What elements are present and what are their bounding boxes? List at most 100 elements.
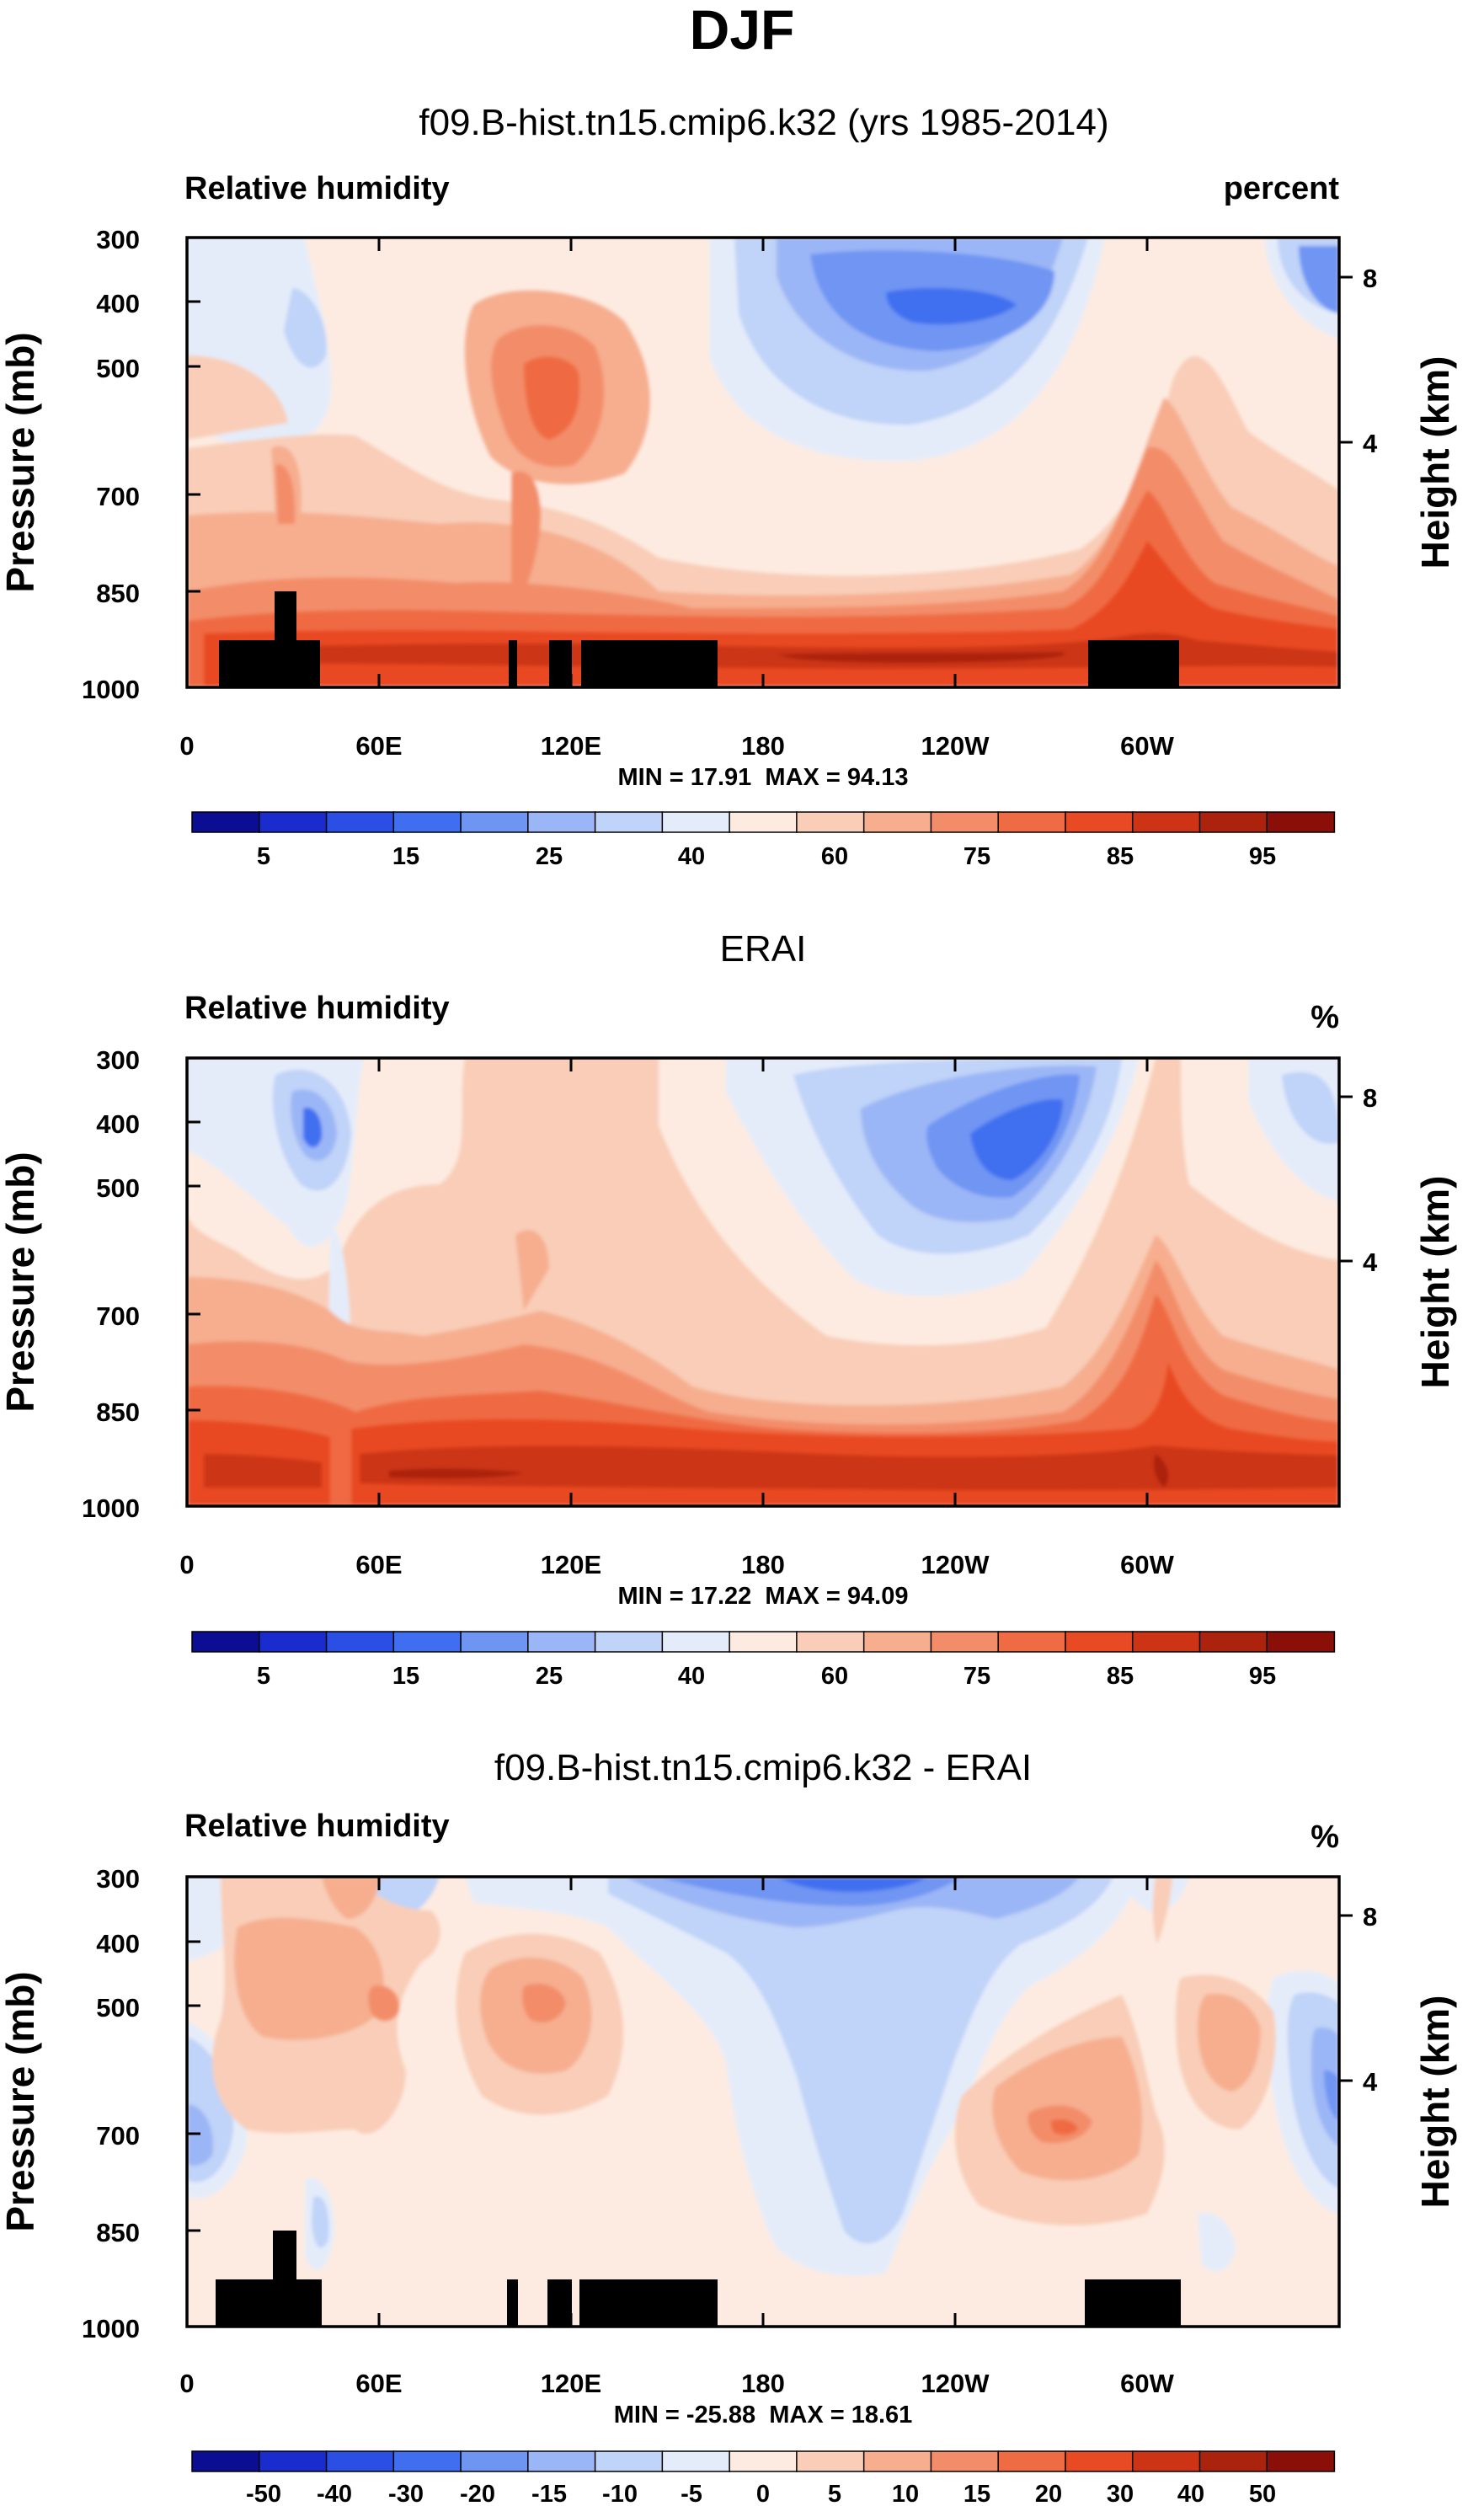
panel-2-plot-area <box>187 1058 1339 1506</box>
colorbar-swatch <box>1065 2450 1134 2472</box>
colorbar-swatch <box>1266 811 1336 833</box>
panel-3-colorbar-label: -5 <box>681 2481 702 2506</box>
panel-2-contour-layer <box>970 1099 1063 1180</box>
panel-3-x-tick-label: 120W <box>921 2369 990 2398</box>
panel-1-y2-tick-label: 8 <box>1363 264 1377 293</box>
colorbar-swatch <box>1198 1631 1268 1653</box>
panel-3-colorbar-label: 50 <box>1249 2481 1276 2506</box>
panel-1-colorbar-label: 5 <box>257 843 270 870</box>
panel-2-y2-tick-label: 8 <box>1363 1083 1377 1113</box>
panel-2-y-tick-label: 850 <box>96 1397 140 1427</box>
panel-3-contour-layer <box>522 1983 566 2023</box>
colorbar-swatch <box>930 811 1000 833</box>
colorbar-swatch <box>930 1631 1000 1653</box>
panel-3-colorbar-label: -15 <box>531 2481 567 2506</box>
colorbar-swatch <box>527 1631 596 1653</box>
panel-1-min-max-stats: MIN = 17.91 MAX = 94.13 <box>618 764 909 791</box>
colorbar-swatch <box>661 811 731 833</box>
panel-3-contour-layer <box>1198 2213 1236 2272</box>
panel-2-contour-layer <box>1282 1071 1339 1144</box>
panel-3-colorbar-label: -10 <box>602 2481 638 2506</box>
panel-2-y-axis-title: Pressure (mb) <box>0 1151 42 1412</box>
panel-1-x-tick-label: 120E <box>541 731 601 761</box>
panel-2-y-tick-label: 1000 <box>82 1493 140 1523</box>
panel-1-left-label: Relative humidity <box>184 171 450 206</box>
panel-2-contour-layer <box>515 1230 549 1311</box>
panel-2-y-tick-label: 500 <box>96 1173 140 1203</box>
figure-title: DJF <box>690 0 795 61</box>
colorbar-swatch <box>1131 1631 1201 1653</box>
panel-3-y-tick-label: 850 <box>96 2218 140 2247</box>
panel-1-contour-layer <box>524 356 580 440</box>
panel-3-y2-tick-label: 8 <box>1363 1902 1377 1932</box>
panel-3-contour-layer <box>1198 1994 1261 2092</box>
panel-3-colorbar-label: 30 <box>1107 2481 1134 2506</box>
panel-3-contour-layer <box>312 2196 329 2248</box>
panel-1-y2-axis-title: Height (km) <box>1413 356 1457 569</box>
panel-3-y2-tick-label: 4 <box>1363 2067 1378 2097</box>
panel-2-colorbar-label: 85 <box>1107 1663 1134 1690</box>
panel-1-contour-layer <box>275 464 296 524</box>
panel-3-colorbar <box>191 2450 1336 2472</box>
panel-1-title: f09.B-hist.tn15.cmip6.k32 (yrs 1985-2014… <box>419 102 1108 143</box>
panel-2-colorbar-label: 15 <box>392 1663 419 1690</box>
colorbar-swatch <box>325 811 395 833</box>
colorbar-swatch <box>527 811 596 833</box>
panel-2-y2-axis-title: Height (km) <box>1413 1176 1457 1389</box>
panel-3-y-tick-label: 700 <box>96 2121 140 2151</box>
colorbar-swatch <box>191 2450 260 2472</box>
panel-2-y-tick-label: 700 <box>96 1301 140 1331</box>
panel-3-contour-layer <box>608 1877 1113 2244</box>
panel-1-y-tick-label: 400 <box>96 289 140 318</box>
panel-1-contour-layer <box>777 652 1065 663</box>
panel-2-colorbar-label: 75 <box>964 1663 990 1690</box>
panel-1-contour-layer <box>511 471 541 591</box>
panel-3-left-label: Relative humidity <box>184 1809 450 1844</box>
colorbar-swatch <box>862 1631 932 1653</box>
panel-3-y-tick-label: 400 <box>96 1929 140 1958</box>
panel-3-contour-layer <box>368 1985 400 2022</box>
panel-3-colorbar-label: 40 <box>1177 2481 1204 2506</box>
panel-3-x-tick-label: 120E <box>541 2369 601 2398</box>
colorbar-swatch <box>661 1631 731 1653</box>
colorbar-swatch <box>191 811 260 833</box>
colorbar-swatch <box>997 811 1067 833</box>
panel-3-min-max-stats: MIN = -25.88 MAX = 18.61 <box>614 2402 913 2429</box>
colorbar-swatch <box>1131 2450 1201 2472</box>
panel-1-contour-layer <box>187 355 288 440</box>
panel-1-x-tick-label: 180 <box>741 731 785 761</box>
panel-1-frame-ticks <box>187 236 1353 689</box>
colorbar-swatch <box>1198 811 1268 833</box>
colorbar-swatch <box>594 2450 664 2472</box>
colorbar-swatch <box>1065 811 1134 833</box>
panel-3-plot-area <box>187 1877 1339 2327</box>
colorbar-swatch <box>997 1631 1067 1653</box>
panel-2-colorbar-label: 5 <box>257 1663 270 1690</box>
colorbar-swatch <box>1131 811 1201 833</box>
panel-1-y2-tick-label: 4 <box>1363 429 1378 458</box>
colorbar-swatch <box>796 2450 865 2472</box>
panel-1-contour-layer <box>886 288 1017 325</box>
panel-2-x-tick-label: 180 <box>741 1550 785 1579</box>
panel-3-units-label: % <box>1311 1819 1339 1855</box>
panel-3-colorbar-label: -30 <box>388 2481 424 2506</box>
colorbar-swatch <box>1198 2450 1268 2472</box>
panel-1-contour-layer <box>1299 246 1339 313</box>
colorbar-swatch <box>460 811 529 833</box>
colorbar-swatch <box>259 2450 328 2472</box>
panel-3-contour-layer <box>777 1877 928 1892</box>
panel-3-colorbar-label: 15 <box>964 2481 990 2506</box>
panel-3-contour-layer <box>234 1917 384 2040</box>
panel-2-colorbar-label: 60 <box>821 1663 848 1690</box>
panel-3-colorbar-label: 5 <box>828 2481 841 2506</box>
panel-2-x-tick-label: 60E <box>355 1550 402 1579</box>
colorbar-swatch <box>259 1631 328 1653</box>
panel-2-y-tick-label: 400 <box>96 1109 140 1139</box>
panel-1-y-tick-label: 300 <box>96 225 140 254</box>
panel-2-x-tick-label: 0 <box>179 1550 194 1579</box>
panel-3-contour-layer <box>1152 1877 1172 1944</box>
panel-2-contour-layer <box>204 1445 1339 1491</box>
panel-1-y-tick-label: 1000 <box>82 675 140 704</box>
panel-3-x-tick-label: 0 <box>179 2369 194 2398</box>
